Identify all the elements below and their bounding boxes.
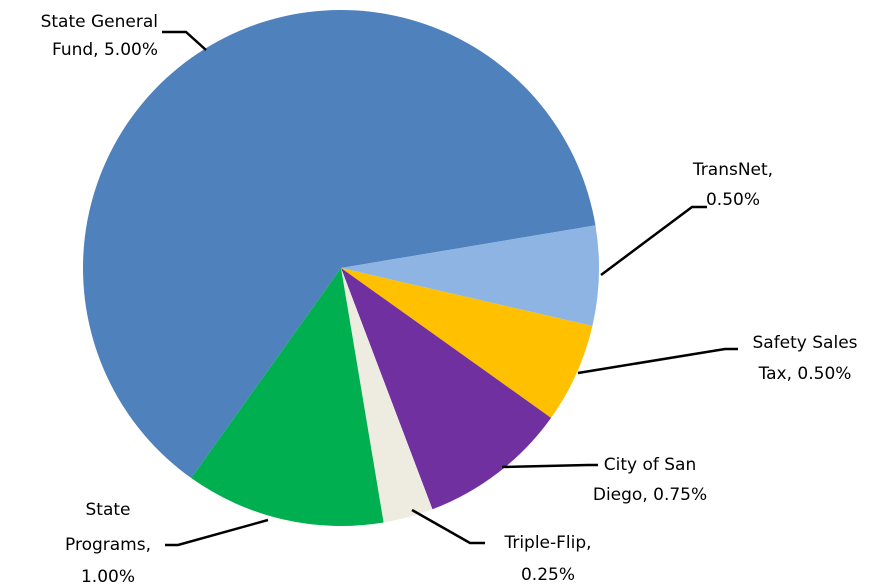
leader-line xyxy=(501,463,598,469)
data-label: TransNet, xyxy=(692,160,773,180)
data-label: 0.25% xyxy=(521,565,575,585)
leader-line xyxy=(600,205,707,277)
pie-slice xyxy=(341,268,552,510)
pie-slice xyxy=(341,268,433,523)
leader-line xyxy=(577,347,738,375)
leader-line xyxy=(165,518,269,547)
pie-slice xyxy=(83,9,596,479)
data-label: Safety Sales xyxy=(752,333,857,353)
leader-line xyxy=(411,508,485,545)
data-label: Fund, 5.00% xyxy=(52,40,158,60)
data-label: Programs, xyxy=(65,535,151,555)
pie-slice xyxy=(341,225,599,327)
data-label: Tax, 0.50% xyxy=(758,364,852,384)
data-label: 1.00% xyxy=(81,567,135,587)
pie-slice xyxy=(341,268,593,418)
data-label: State General xyxy=(41,12,158,32)
data-label: 0.50% xyxy=(706,190,760,210)
data-label: City of San xyxy=(604,455,697,475)
data-label: Triple-Flip, xyxy=(503,533,591,553)
data-label: Diego, 0.75% xyxy=(593,485,707,505)
pie-slice xyxy=(191,268,384,526)
data-label: State xyxy=(86,500,131,520)
leader-line xyxy=(162,30,207,51)
